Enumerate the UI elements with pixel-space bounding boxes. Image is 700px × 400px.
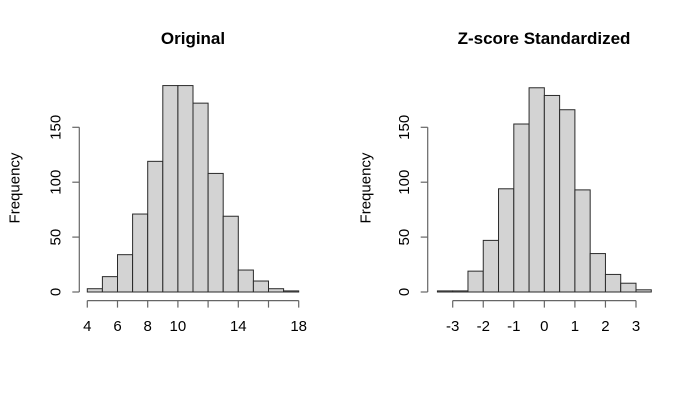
y-axis-label-zscore: Frequency [357,152,375,224]
histogram-bar-zscore [436,290,454,293]
y-tick-label-original: 0 [48,288,65,296]
x-tick-label-original: 6 [113,318,121,335]
histogram-bar-original [86,288,103,293]
y-tick-label-original: 50 [48,229,65,246]
histogram-bar-zscore [498,188,515,293]
x-tick-label-zscore: -3 [446,318,459,335]
y-tick-label-zscore: 150 [396,115,413,140]
histogram-bar-zscore [482,239,500,293]
histogram-bar-original [268,288,285,293]
y-tick-label-original: 100 [48,170,65,195]
histogram-bar-zscore [589,253,606,293]
x-tick-label-original: 10 [170,318,187,335]
histogram-bar-original [177,85,194,293]
x-tick-label-zscore: -2 [477,318,490,335]
histogram-bar-original [162,85,179,293]
histogram-bar-zscore [528,87,545,293]
histogram-bar-original [237,269,254,293]
histogram-bar-zscore [620,282,637,293]
histogram-bar-original [147,160,164,293]
histogram-bar-original [283,290,300,293]
histogram-bar-zscore [604,273,622,293]
histogram-bar-zscore [559,109,576,293]
histogram-bar-original [101,276,119,293]
histogram-bar-zscore [513,123,530,293]
histogram-bar-zscore [574,189,591,293]
histogram-bar-original [132,213,149,293]
x-tick-label-zscore: 3 [632,318,640,335]
histogram-bar-original [207,172,224,293]
histogram-bar-original [192,102,209,293]
histogram-bar-zscore [467,270,484,293]
x-tick-label-original: 8 [144,318,152,335]
histogram-bar-original [117,254,134,293]
x-tick-label-zscore: -1 [507,318,520,335]
y-tick-label-zscore: 50 [396,229,413,246]
y-axis-label-original: Frequency [6,152,24,224]
histogram-bar-zscore [635,289,652,293]
histogram-bar-original [222,215,239,293]
y-tick-label-zscore: 0 [396,288,413,296]
x-tick-label-zscore: 0 [540,318,548,335]
chart-title-original: Original [160,29,226,48]
x-tick-label-original: 18 [290,318,307,335]
x-tick-label-zscore: 1 [571,318,579,335]
y-tick-label-zscore: 100 [396,170,413,195]
histogram-bar-original [252,280,269,293]
histogram-bar-zscore [543,94,561,293]
x-tick-label-zscore: 2 [601,318,609,335]
y-tick-label-original: 150 [48,115,65,140]
x-tick-label-original: 4 [83,318,91,335]
chart-title-zscore: Z-score Standardized [457,29,631,48]
x-tick-label-original: 14 [230,318,247,335]
histogram-bar-zscore [452,290,469,293]
